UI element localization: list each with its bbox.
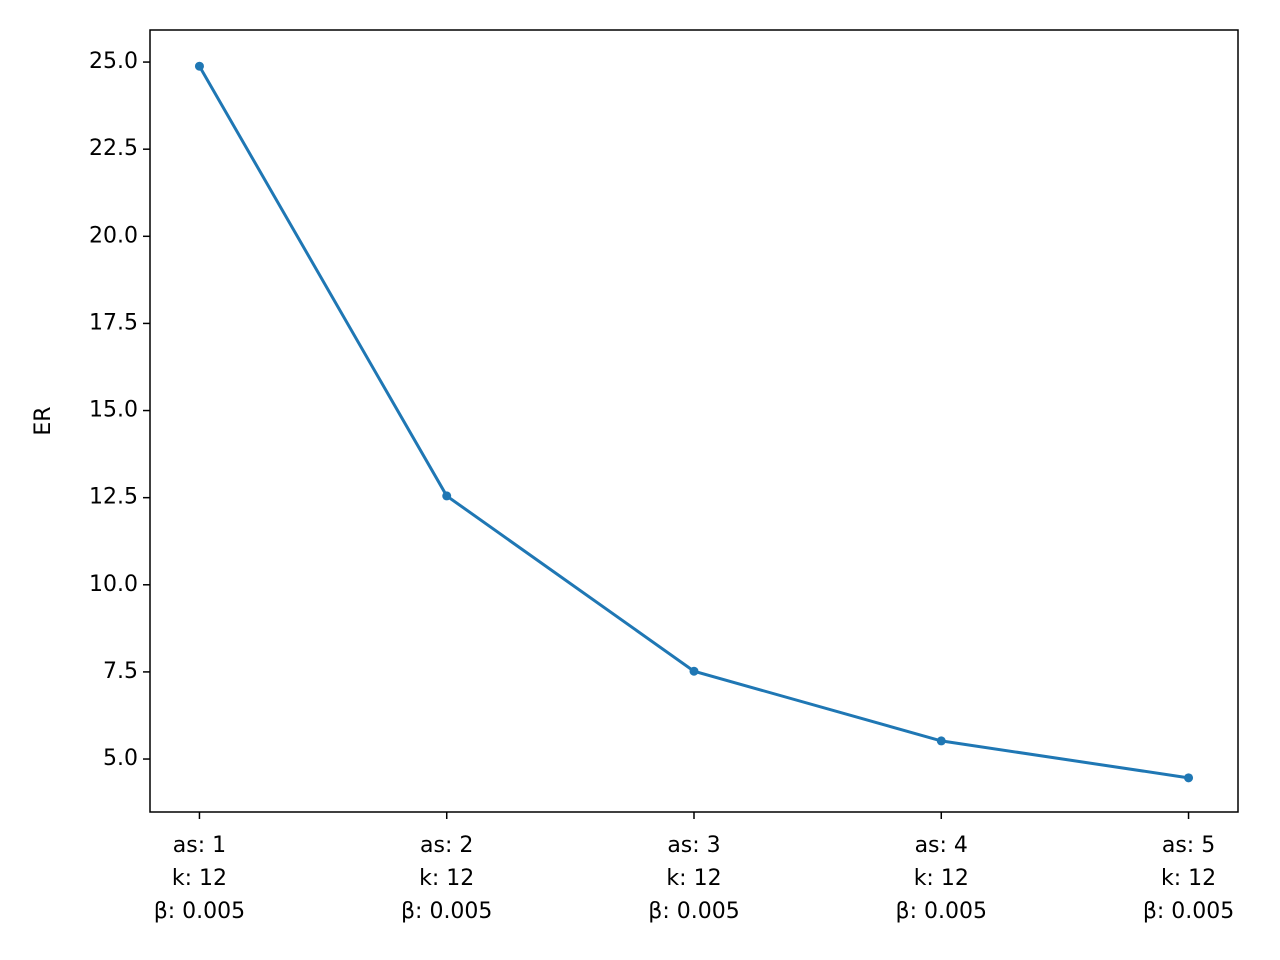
x-tick-label: as: 5 bbox=[1162, 833, 1215, 858]
x-tick-label: k: 12 bbox=[914, 866, 969, 891]
y-tick-label: 17.5 bbox=[89, 310, 138, 335]
y-tick-label: 22.5 bbox=[89, 136, 138, 161]
point bbox=[689, 666, 699, 676]
x-tick-label: β: 0.005 bbox=[896, 899, 987, 924]
y-tick-label: 7.5 bbox=[103, 659, 138, 684]
y-tick-label: 12.5 bbox=[89, 485, 138, 510]
x-tick-label: k: 12 bbox=[666, 866, 721, 891]
plot-area bbox=[149, 29, 1239, 813]
y-tick-label: 10.0 bbox=[89, 572, 138, 597]
x-tick-label: as: 2 bbox=[420, 833, 473, 858]
x-tick-label: as: 3 bbox=[667, 833, 720, 858]
y-axis-label: ER bbox=[31, 406, 56, 435]
y-tick-label: 15.0 bbox=[89, 398, 138, 423]
point bbox=[194, 61, 204, 71]
x-tick-label: as: 4 bbox=[915, 833, 968, 858]
point bbox=[1184, 773, 1194, 783]
x-tick-label: β: 0.005 bbox=[1143, 899, 1234, 924]
point bbox=[936, 736, 946, 746]
x-tick-label: k: 12 bbox=[419, 866, 474, 891]
y-tick-label: 20.0 bbox=[89, 223, 138, 248]
x-tick-label: β: 0.005 bbox=[648, 899, 739, 924]
x-tick-label: β: 0.005 bbox=[401, 899, 492, 924]
x-tick-label: k: 12 bbox=[1161, 866, 1216, 891]
x-tick-label: as: 1 bbox=[173, 833, 226, 858]
y-tick-label: 5.0 bbox=[103, 746, 138, 771]
x-tick-label: β: 0.005 bbox=[154, 899, 245, 924]
y-tick-label: 25.0 bbox=[89, 49, 138, 74]
x-tick-label: k: 12 bbox=[172, 866, 227, 891]
point bbox=[442, 491, 452, 501]
